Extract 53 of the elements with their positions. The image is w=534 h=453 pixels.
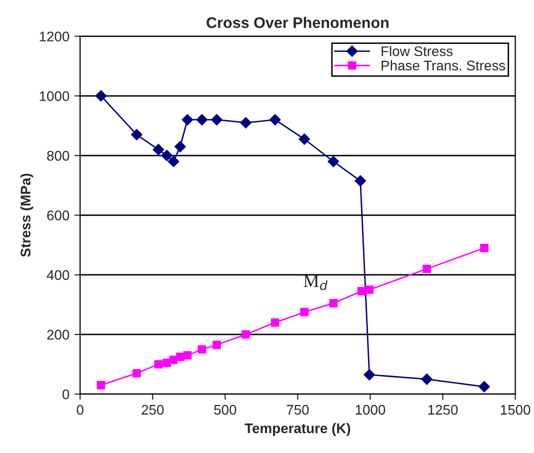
y-tick-label: 0 [62,389,70,400]
y-tick-label: 200 [47,330,70,340]
y-tick-label: 1200 [40,32,70,42]
point [154,360,163,368]
point [422,264,431,274]
point [198,345,206,354]
point [270,318,280,327]
point [162,358,172,367]
point [329,298,338,308]
point [365,286,374,294]
point [131,129,142,140]
point [300,308,309,316]
point [96,380,106,390]
point [176,352,184,361]
point [480,244,488,252]
point [269,114,281,126]
x-tick-label: 1500 [500,404,530,415]
point [478,381,490,392]
x-axis-title: Temperature (K) [244,423,350,436]
x-tick-label: 1000 [356,404,386,415]
y-tick-label: 1000 [40,91,70,102]
point [152,144,164,156]
point [421,374,432,385]
point [174,140,186,152]
x-tick-label: 1250 [428,404,458,415]
x-tick-label: 500 [214,404,236,415]
y-tick-label: 600 [47,210,70,220]
legend-label: Phase Trans. Stress [382,60,506,70]
point [328,156,339,168]
point [298,134,310,145]
y-tick-label: 800 [47,150,70,161]
point [95,90,107,102]
point [132,369,141,378]
legend-label: Flow Stress [382,46,453,56]
point [242,330,250,339]
point [354,175,366,186]
point [364,369,375,380]
point [161,150,172,162]
point [212,340,221,350]
annotation: M$_{d}$ [304,275,328,290]
y-tick-label: 400 [46,270,70,280]
chart-title: Cross Over Phenomenon [206,16,388,28]
point [168,156,180,168]
point [357,287,366,296]
point [183,351,192,360]
x-tick-label: 250 [142,404,164,415]
point [196,114,208,126]
x-tick-label: 0 [76,404,84,415]
point [211,114,222,126]
x-tick-label: 750 [286,404,309,415]
point [182,114,194,126]
y-axis-title: Stress (MPa) [20,174,34,257]
point [240,117,252,128]
